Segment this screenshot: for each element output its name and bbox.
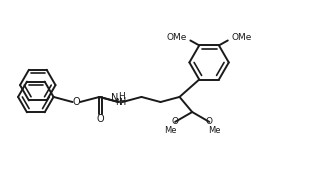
Text: Me: Me xyxy=(208,126,220,135)
Text: O: O xyxy=(97,114,104,124)
Text: H: H xyxy=(118,92,125,101)
Text: H: H xyxy=(119,97,126,107)
Text: N: N xyxy=(115,97,122,107)
Text: O: O xyxy=(73,97,80,107)
Text: N: N xyxy=(111,93,118,103)
Text: O: O xyxy=(171,117,179,126)
Text: O: O xyxy=(206,117,213,126)
Text: OMe: OMe xyxy=(232,33,252,42)
Text: Me: Me xyxy=(164,126,176,135)
Text: OMe: OMe xyxy=(166,33,186,42)
